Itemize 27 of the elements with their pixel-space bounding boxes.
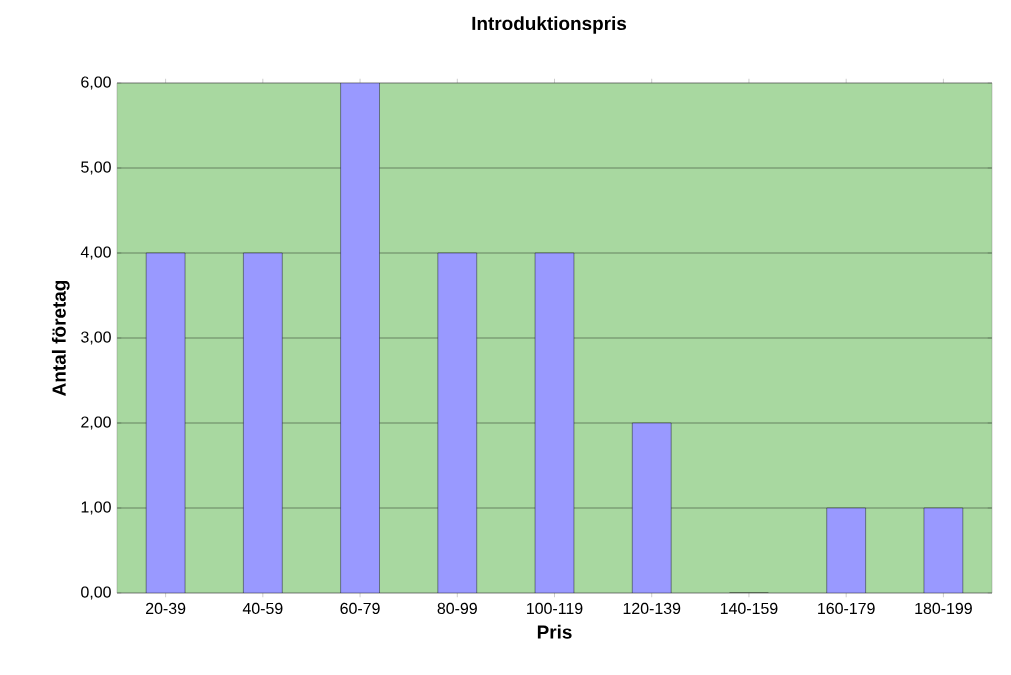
y-tick-label: 6,00: [81, 76, 111, 90]
x-tick-label: 100-119: [527, 602, 583, 615]
y-tick-label: 1,00: [81, 501, 111, 515]
bar: [826, 507, 866, 593]
x-tick-label: 20-39: [146, 602, 186, 615]
x-tick-label: 80-99: [437, 602, 477, 615]
bar: [632, 422, 672, 593]
x-tick-label: 180-199: [915, 602, 972, 615]
bar: [243, 252, 283, 593]
bar: [145, 252, 186, 593]
y-tick-label: 0,00: [81, 586, 111, 600]
bar: [437, 252, 477, 593]
x-tick-label: 40-59: [242, 602, 283, 615]
x-tick-label: 120-139: [623, 602, 681, 615]
x-tick-label: 160-179: [818, 602, 875, 615]
x-tick-label: 140-159: [720, 602, 778, 615]
y-tick-label: 5,00: [81, 161, 111, 175]
bar: [534, 252, 575, 593]
y-tick-label: 2,00: [81, 416, 111, 430]
y-tick-label: 4,00: [80, 246, 111, 260]
y-tick-label: 3,00: [81, 331, 111, 345]
x-tick-label: 60-79: [340, 602, 380, 615]
bar: [340, 83, 380, 593]
y-axis-title: Antal företag: [51, 280, 70, 396]
bar: [923, 507, 964, 593]
x-axis-title: Pris: [537, 624, 572, 639]
chart-title: Introduktionspris: [472, 16, 627, 34]
